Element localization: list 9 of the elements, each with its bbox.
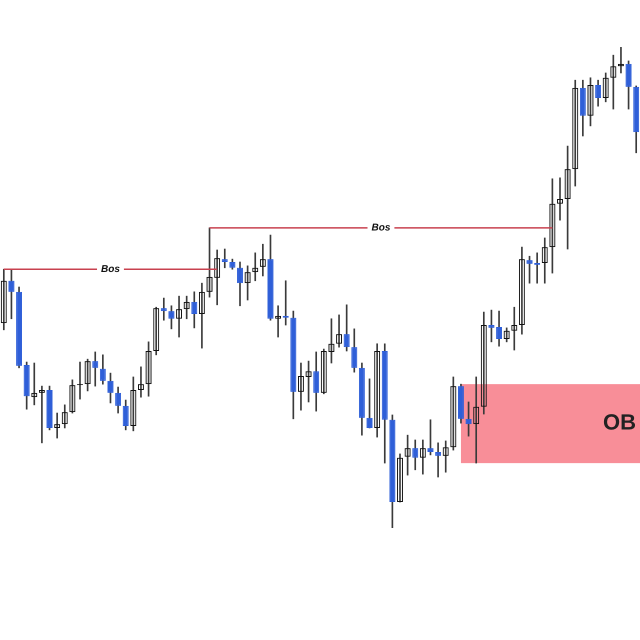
ref-line-label: Bos xyxy=(101,264,120,275)
candlestick xyxy=(366,378,372,428)
candlestick xyxy=(428,419,434,456)
band-label: OB xyxy=(603,410,636,435)
candlestick xyxy=(526,256,532,284)
ref-line-label: Bos xyxy=(372,222,391,234)
candlestick xyxy=(8,270,14,320)
candlestick xyxy=(466,402,472,436)
candlestick xyxy=(488,310,494,342)
